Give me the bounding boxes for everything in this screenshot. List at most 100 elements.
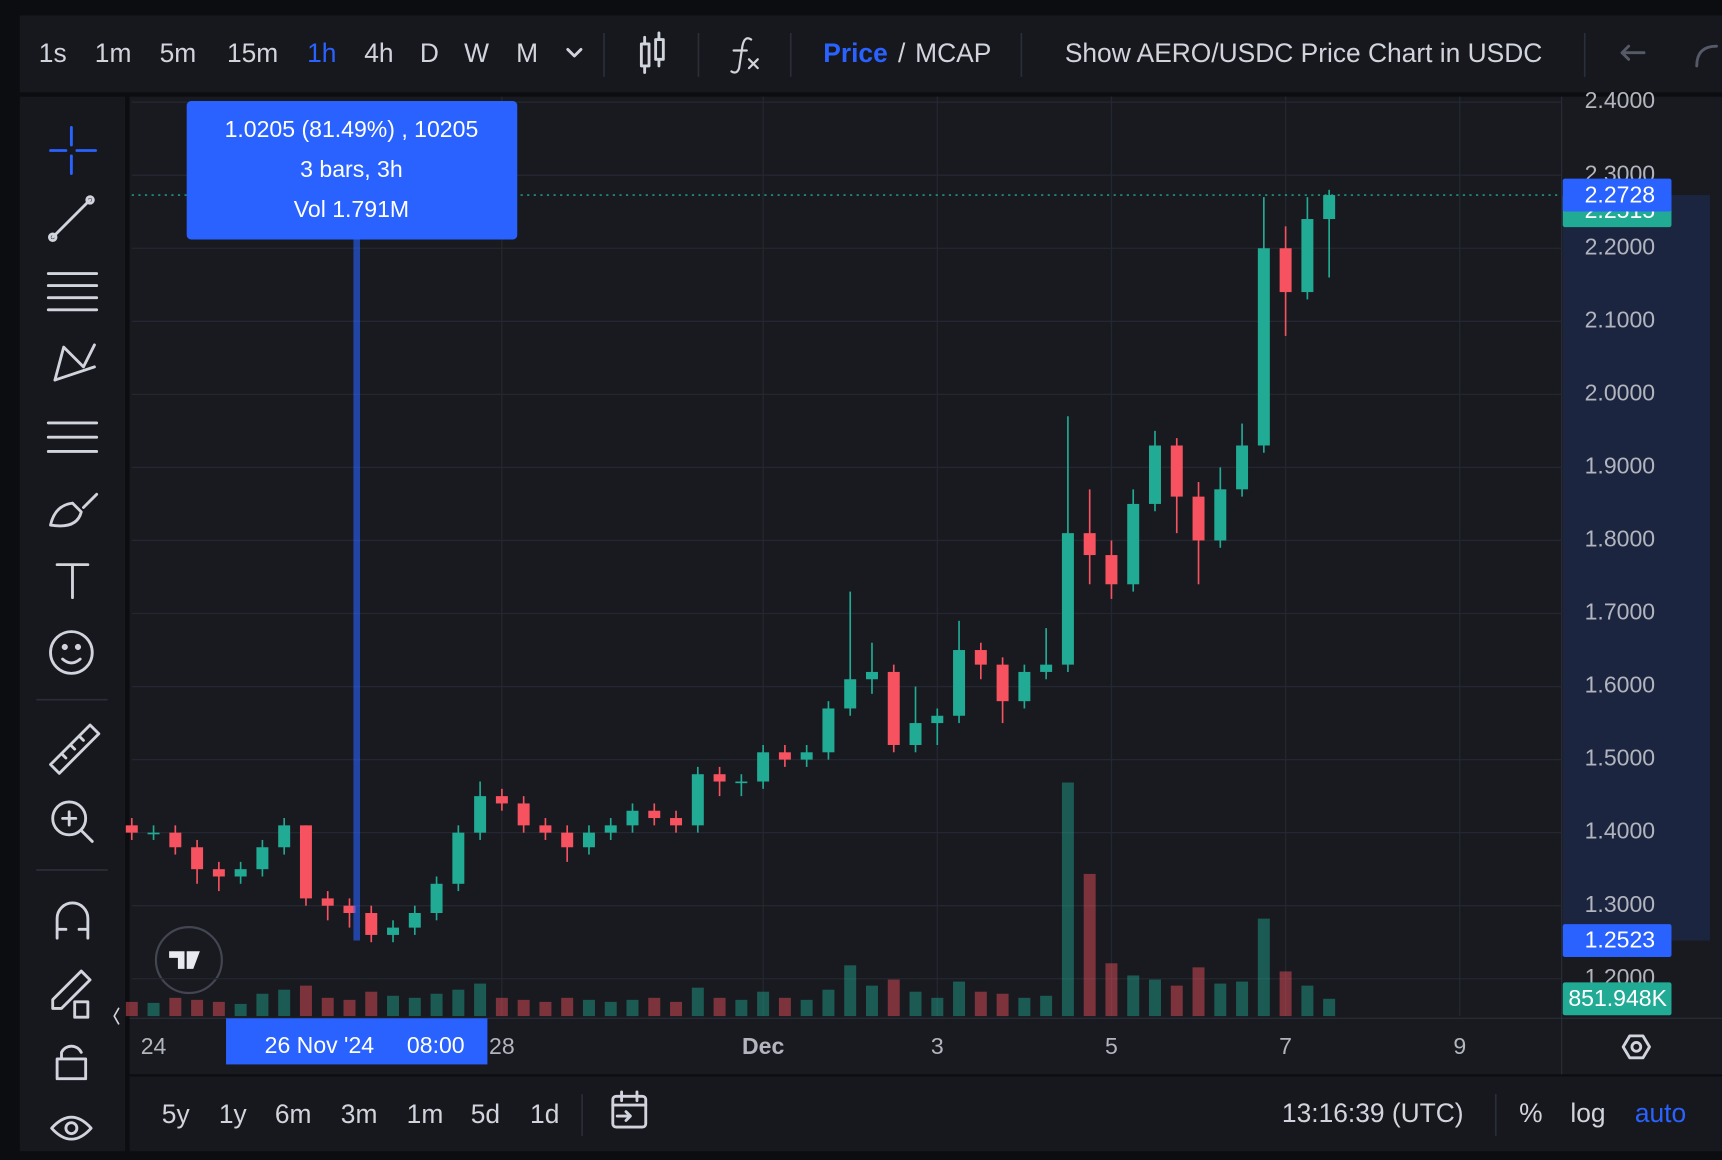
- candle-body: [278, 825, 291, 848]
- candle-body: [974, 650, 987, 665]
- candle-body: [191, 847, 204, 870]
- price-toggle[interactable]: Price: [823, 38, 887, 68]
- candle-body: [474, 796, 487, 833]
- y-tick-label: 1.4000: [1585, 818, 1655, 844]
- interval-button[interactable]: W: [464, 38, 489, 68]
- volume-bar: [1083, 873, 1096, 1017]
- candle-body: [582, 832, 595, 848]
- candle-body: [212, 869, 225, 877]
- x-tick-label: 24: [141, 1033, 167, 1059]
- drawing-tools[interactable]: [46, 125, 120, 1141]
- volume-marker-label: 851.948K: [1568, 985, 1667, 1011]
- volume-bar: [539, 1001, 552, 1017]
- candle-body: [430, 883, 443, 914]
- volume-bar: [169, 997, 182, 1017]
- candle-body: [495, 796, 508, 804]
- range-button[interactable]: 1d: [530, 1099, 559, 1129]
- measure-tooltip: [186, 101, 518, 240]
- measure-axis-range: [1562, 195, 1710, 941]
- volume-bar: [517, 999, 530, 1017]
- top-toolbar: [19, 15, 1722, 93]
- volume-bar: [626, 999, 639, 1017]
- volume-bar: [865, 985, 878, 1017]
- range-button[interactable]: 1y: [219, 1099, 248, 1129]
- candle-body: [517, 803, 530, 826]
- candle-body: [1061, 533, 1074, 665]
- interval-button[interactable]: 5m: [160, 38, 197, 68]
- interval-button[interactable]: 1m: [95, 38, 132, 68]
- volume-bar: [147, 1002, 160, 1017]
- volume-bar: [953, 981, 966, 1017]
- volume-bar: [1040, 995, 1053, 1017]
- candle-body: [1127, 503, 1140, 585]
- volume-bar: [974, 991, 987, 1017]
- volume-bar: [1236, 981, 1249, 1017]
- range-button[interactable]: 5y: [162, 1099, 191, 1129]
- candle-body: [1192, 496, 1205, 541]
- crosshair-time-box: [226, 1018, 488, 1065]
- volume-bar: [909, 991, 922, 1017]
- range-button[interactable]: 6m: [275, 1099, 312, 1129]
- volume-bar: [452, 989, 465, 1017]
- interval-button[interactable]: 1h: [307, 38, 336, 68]
- candle-body: [299, 825, 312, 899]
- interval-button[interactable]: 1s: [39, 38, 67, 68]
- range-button[interactable]: 1m: [407, 1099, 444, 1129]
- y-tick-label: 1.3000: [1585, 891, 1655, 917]
- candle-body: [147, 832, 160, 835]
- separator: /: [898, 38, 906, 68]
- volume-bar: [321, 997, 334, 1017]
- volume-bar: [561, 997, 574, 1017]
- auto-toggle[interactable]: auto: [1635, 1098, 1686, 1128]
- range-button[interactable]: 3m: [341, 1099, 378, 1129]
- x-tick-label: 5: [1105, 1033, 1118, 1059]
- volume-bar: [408, 997, 421, 1017]
- volume-bar: [365, 991, 378, 1017]
- show-in-usdc[interactable]: Show AERO/USDC Price Chart in USDC: [1065, 38, 1542, 68]
- candle-body: [256, 847, 269, 870]
- y-tick-label: 1.8000: [1585, 526, 1655, 552]
- volume-bar: [604, 1001, 617, 1017]
- interval-button[interactable]: M: [516, 38, 538, 68]
- volume-bar: [387, 995, 400, 1017]
- interval-button[interactable]: 4h: [364, 38, 393, 68]
- volume-bar: [1018, 997, 1031, 1017]
- volume-bar: [691, 987, 704, 1017]
- candle-body: [1149, 445, 1161, 504]
- candle-body: [561, 832, 574, 848]
- y-tick-label: 1.5000: [1585, 745, 1655, 771]
- candle-body: [757, 752, 770, 782]
- candle-body: [604, 825, 617, 833]
- percent-toggle[interactable]: %: [1519, 1098, 1542, 1128]
- volume-bar: [670, 1001, 683, 1017]
- volume-bar: [996, 993, 1009, 1017]
- candle-body: [865, 671, 878, 680]
- candle-body: [1105, 555, 1118, 585]
- candle-body: [822, 708, 835, 753]
- toolbar-icons[interactable]: [566, 31, 1718, 74]
- candle-body: [713, 774, 726, 782]
- measure-text: Vol 1.791M: [294, 196, 409, 222]
- volume-bar: [1192, 967, 1205, 1017]
- log-toggle[interactable]: log: [1570, 1098, 1605, 1128]
- candle-body: [343, 905, 356, 914]
- volume-bar: [474, 983, 487, 1017]
- goto-date[interactable]: [611, 1090, 648, 1129]
- interval-button[interactable]: 15m: [227, 38, 278, 68]
- crosshair-date: 26 Nov '24: [265, 1032, 375, 1058]
- candle-body: [321, 898, 334, 906]
- interval-button[interactable]: D: [420, 38, 439, 68]
- left-toolbar: [19, 96, 126, 1152]
- candle-body: [234, 869, 247, 877]
- logo: [154, 926, 223, 995]
- volume-bar: [800, 999, 813, 1017]
- y-tick-label: 2.4000: [1585, 87, 1655, 113]
- dividers: [36, 32, 1586, 1136]
- candle-body: [452, 832, 465, 884]
- settings[interactable]: [1621, 1034, 1651, 1060]
- mcap-toggle[interactable]: MCAP: [915, 38, 991, 68]
- range-button[interactable]: 5d: [471, 1099, 500, 1129]
- volume-bar: [430, 993, 443, 1017]
